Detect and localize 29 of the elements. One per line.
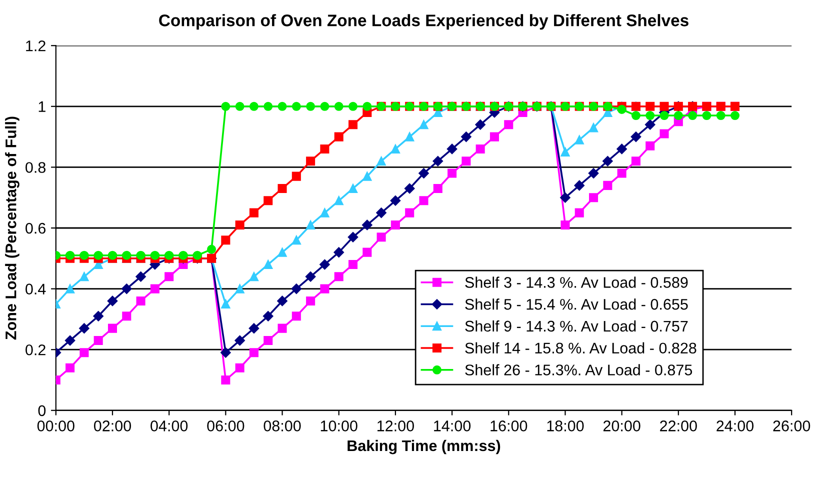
- y-tick-label: 0.4: [26, 284, 46, 294]
- x-tick-label: 04:00: [150, 420, 188, 432]
- legend-label: Shelf 3 - 14.3 %. Av Load - 0.589: [465, 276, 688, 288]
- legend-label: Shelf 14 - 15.8 %. Av Load - 0.828: [465, 342, 696, 354]
- x-axis-title: Baking Time (mm:ss): [348, 440, 500, 454]
- x-tick-label: 14:00: [434, 420, 471, 432]
- x-tick-label: 20:00: [603, 420, 640, 432]
- x-tick-label: 02:00: [94, 420, 132, 432]
- legend-label: Shelf 5 - 15.4 %. Av Load - 0.655: [465, 298, 688, 310]
- legend-label: Shelf 26 - 15.3%. Av Load - 0.875: [465, 364, 692, 376]
- x-tick-label: 12:00: [377, 420, 414, 432]
- y-axis-title: Zone Load (Percentage of Full): [5, 116, 20, 340]
- x-tick-label: 18:00: [547, 420, 584, 432]
- x-tick-label: 00:00: [37, 420, 74, 432]
- x-tick-label: 16:00: [490, 420, 528, 432]
- chart-title: Comparison of Oven Zone Loads Experienced by Different Shelves: [159, 14, 688, 30]
- x-tick-label: 06:00: [207, 420, 244, 432]
- y-tick-label: 0.8: [26, 162, 46, 173]
- y-tick-label: 0: [38, 405, 46, 416]
- x-tick-label: 10:00: [320, 420, 358, 432]
- x-tick-label: 26:00: [773, 420, 810, 432]
- y-tick-label: 0.2: [26, 344, 46, 356]
- x-tick-label: 08:00: [264, 420, 301, 432]
- y-tick-label: 0.6: [26, 222, 46, 234]
- legend-label: Shelf 9 - 14.3 %. Av Load - 0.757: [465, 320, 688, 332]
- y-tick-label: 1.2: [26, 40, 46, 52]
- y-tick-label: 1: [38, 101, 46, 112]
- x-tick-label: 22:00: [660, 420, 697, 432]
- x-tick-label: 24:00: [716, 420, 754, 432]
